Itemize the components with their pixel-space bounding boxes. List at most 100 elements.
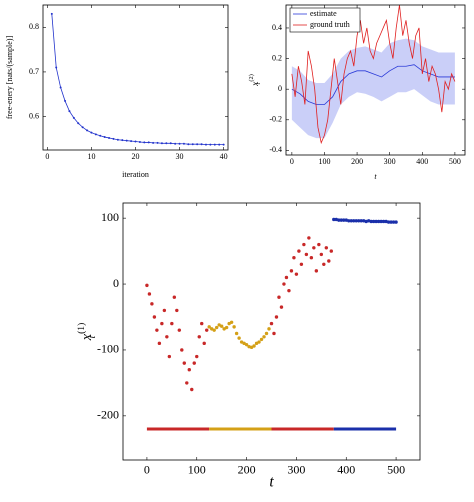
point bbox=[103, 136, 106, 139]
point bbox=[389, 220, 393, 224]
point bbox=[86, 129, 89, 132]
point bbox=[190, 387, 194, 392]
point bbox=[254, 341, 259, 346]
legend-box bbox=[289, 7, 361, 33]
x-tick-label: 500 bbox=[449, 157, 461, 166]
chart: 0 10 20 30 40 0.6 0.7 0.8 iteration free-enery [n… bbox=[5, 4, 229, 179]
point bbox=[187, 143, 190, 146]
point bbox=[249, 345, 254, 350]
point bbox=[155, 328, 159, 332]
point bbox=[274, 315, 279, 319]
point bbox=[134, 140, 137, 143]
point bbox=[64, 99, 67, 102]
point bbox=[217, 323, 221, 327]
legend-label: estimate bbox=[310, 9, 337, 18]
point bbox=[212, 328, 216, 332]
point bbox=[322, 262, 326, 266]
point bbox=[232, 325, 236, 329]
point bbox=[252, 344, 256, 348]
point bbox=[116, 138, 119, 141]
y-tick-label: 0.2 bbox=[272, 53, 282, 62]
point bbox=[175, 308, 179, 313]
x-axis-label: iteration bbox=[122, 170, 149, 179]
point bbox=[279, 305, 284, 309]
point bbox=[157, 341, 162, 346]
point bbox=[200, 321, 204, 326]
point bbox=[196, 143, 199, 146]
y-axis-label: free-enery [nats/(sample)] bbox=[5, 36, 14, 120]
confidence-band bbox=[291, 38, 455, 139]
point bbox=[339, 218, 343, 222]
point bbox=[50, 12, 53, 15]
point bbox=[145, 283, 149, 288]
x-tick-label: 200 bbox=[351, 157, 363, 166]
point bbox=[227, 321, 231, 326]
point bbox=[202, 341, 206, 346]
point bbox=[178, 142, 181, 145]
point bbox=[94, 133, 97, 136]
point bbox=[160, 321, 164, 326]
line bbox=[291, 4, 456, 145]
point bbox=[229, 320, 234, 324]
point bbox=[379, 219, 383, 224]
point bbox=[68, 110, 71, 113]
point bbox=[371, 219, 376, 224]
y-tick-label: -0.2 bbox=[269, 115, 282, 124]
point bbox=[376, 219, 381, 224]
point bbox=[277, 295, 281, 299]
y-tick-label: 100 bbox=[101, 210, 119, 224]
point bbox=[90, 131, 93, 134]
point bbox=[147, 292, 152, 296]
point bbox=[150, 302, 154, 306]
plot-frame bbox=[42, 4, 229, 151]
y-tick-label: 0.4 bbox=[272, 23, 282, 32]
point bbox=[112, 137, 115, 140]
y-label-sup: (2) bbox=[248, 74, 255, 81]
x-tick-label: 300 bbox=[384, 157, 396, 166]
point bbox=[349, 219, 353, 223]
point bbox=[239, 340, 244, 344]
point bbox=[191, 143, 194, 146]
point bbox=[259, 337, 264, 342]
point bbox=[143, 141, 146, 144]
point bbox=[169, 142, 172, 145]
point bbox=[297, 249, 301, 253]
point bbox=[374, 219, 378, 224]
y-tick-label: -0.4 bbox=[269, 145, 282, 154]
y-tick-label: 0 bbox=[278, 84, 282, 93]
point bbox=[165, 142, 168, 145]
y-tick-label: -200 bbox=[97, 408, 119, 422]
point bbox=[294, 272, 299, 276]
point bbox=[244, 342, 249, 347]
point bbox=[314, 269, 319, 273]
line bbox=[51, 13, 224, 146]
point bbox=[391, 220, 396, 224]
point bbox=[272, 331, 276, 336]
point bbox=[174, 142, 177, 145]
point bbox=[269, 321, 274, 326]
point bbox=[394, 220, 398, 224]
point bbox=[287, 288, 291, 293]
legend-label: ground truth bbox=[310, 20, 350, 29]
chart: estimate ground truth 0 100 200 300 400 500 -0.4… bbox=[248, 4, 466, 181]
point bbox=[234, 331, 239, 336]
point bbox=[138, 140, 141, 143]
point bbox=[352, 219, 356, 223]
point bbox=[292, 255, 296, 260]
point bbox=[317, 242, 321, 247]
point bbox=[312, 246, 316, 250]
point bbox=[152, 141, 155, 144]
point bbox=[72, 116, 75, 119]
y-label-base: x bbox=[79, 333, 95, 341]
x-tick-label: 300 bbox=[287, 463, 305, 477]
point bbox=[167, 354, 172, 359]
point bbox=[357, 219, 361, 223]
point bbox=[180, 348, 184, 352]
point bbox=[337, 218, 341, 222]
point bbox=[381, 219, 386, 224]
point bbox=[242, 341, 246, 346]
point bbox=[282, 282, 286, 286]
point bbox=[125, 139, 128, 142]
